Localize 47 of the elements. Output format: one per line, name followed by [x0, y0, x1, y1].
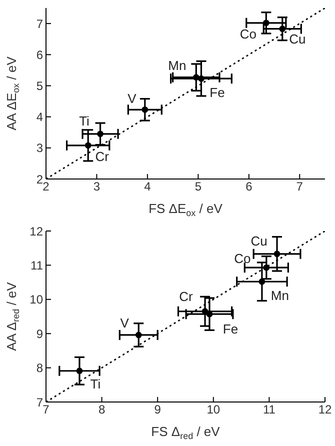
annotation: Fe — [210, 85, 225, 100]
x-tick-label: 5 — [194, 180, 202, 194]
annotation: Cr — [179, 288, 194, 304]
annotation: Co — [240, 26, 256, 42]
x-axis-title: FS Δ$_{red}$ / eV — [151, 424, 220, 441]
y-tick-label: 7 — [36, 16, 44, 31]
x-tick-label: 4 — [144, 180, 152, 194]
x-tick-label: 10 — [206, 402, 220, 417]
point — [135, 332, 142, 338]
x-tick-label: 11 — [262, 402, 276, 417]
annotation: Co — [234, 251, 251, 266]
annotation: Ti — [90, 376, 101, 392]
annotation: V — [120, 315, 130, 330]
y-tick-label: 5 — [36, 78, 44, 93]
x-tick-label: 8 — [98, 402, 106, 417]
annotation: Cu — [289, 31, 306, 46]
y-tick-label: 9 — [36, 326, 44, 341]
y-tick-label: 10 — [30, 292, 44, 307]
annotation: Ti — [79, 113, 90, 128]
annotation: Cu — [250, 233, 268, 248]
annotation: Mn — [168, 58, 186, 73]
x-tick-label: 12 — [318, 402, 332, 417]
y-tick-label: 8 — [36, 361, 44, 376]
point — [198, 75, 204, 82]
annotation: Cr — [95, 148, 110, 164]
x-tick-label: 9 — [154, 402, 162, 417]
y-tick-label: 4 — [36, 110, 44, 124]
annotation: V — [128, 91, 137, 106]
point — [279, 26, 286, 32]
x-tick-label: 6 — [246, 180, 253, 194]
x-tick-label: 7 — [296, 180, 304, 194]
y-tick-label: 12 — [30, 224, 44, 238]
point — [274, 250, 280, 258]
x-axis-title: FS ΔE$_{ox}$ / eV — [148, 201, 223, 218]
point — [76, 368, 83, 374]
point — [142, 106, 148, 113]
annotation: Fe — [222, 322, 238, 337]
annotation: Mn — [270, 288, 289, 304]
y-tick-label: 6 — [36, 48, 44, 62]
x-tick-label: 3 — [93, 180, 100, 194]
y-tick-label: 3 — [36, 141, 44, 156]
y-tick-label: 11 — [30, 258, 44, 272]
point — [84, 142, 92, 149]
point — [263, 264, 270, 271]
point — [258, 278, 266, 285]
point — [262, 20, 270, 26]
point — [97, 130, 104, 138]
